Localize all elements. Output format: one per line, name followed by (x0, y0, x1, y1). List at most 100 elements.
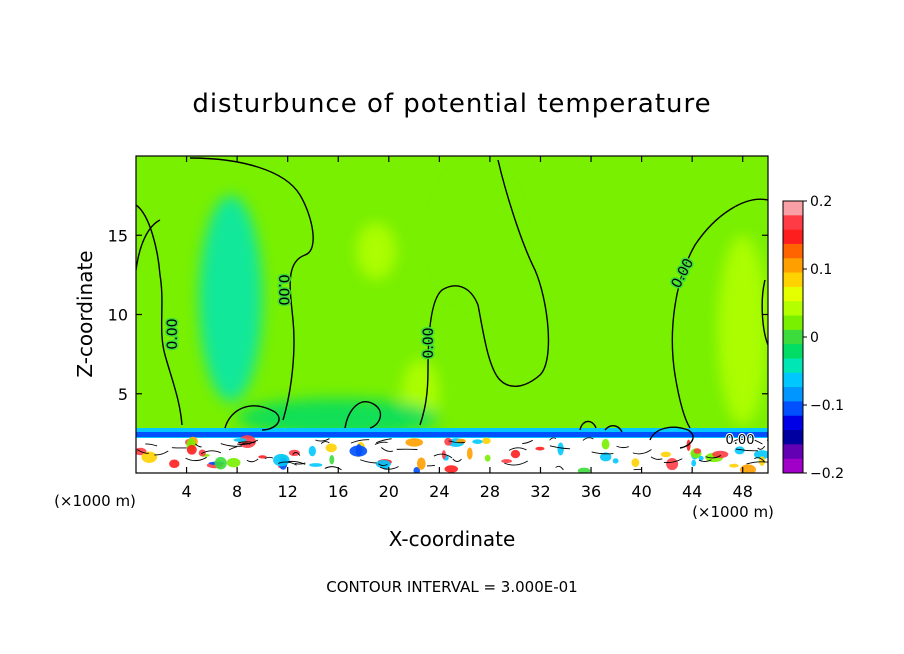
turbulence-patch (405, 438, 424, 447)
x-tick-label: 8 (232, 482, 242, 501)
contours (136, 157, 768, 449)
colorbar-swatch (783, 258, 803, 274)
colorbar-swatch (783, 215, 803, 231)
x-tick-label: 40 (631, 482, 651, 501)
turbulence-contour (378, 463, 388, 467)
contour-line (419, 159, 550, 426)
turbulence-contour (292, 452, 301, 456)
turbulence-patch (416, 457, 426, 470)
turbulence-contour (360, 459, 377, 464)
turbulence-patch (484, 454, 491, 462)
y-tick-label: 15 (108, 226, 128, 245)
colorbar-tick-label: 0.1 (810, 262, 832, 278)
turbulence-contour (522, 439, 533, 445)
boundary-layer (136, 428, 768, 473)
colorbar-swatch (783, 458, 803, 474)
turbulence-patch (349, 445, 368, 457)
turbulence-contour (705, 455, 722, 459)
turbulence-contour (591, 451, 614, 455)
colorbar-swatch (783, 201, 803, 216)
turbulence-patch (141, 451, 158, 463)
turbulence-contour (324, 466, 342, 471)
turbulence-patch (413, 466, 421, 473)
turbulence-contour (294, 462, 306, 465)
turbulence-contour (185, 456, 207, 462)
turbulence-contour (201, 450, 222, 455)
colorbar-swatch (783, 243, 803, 259)
colorbar-swatch (783, 286, 803, 302)
turbulence-contour (508, 447, 527, 451)
turbulence-contour (663, 458, 683, 464)
turbulence-patch (482, 437, 491, 445)
colorbar-swatch (783, 401, 803, 417)
turbulence-patch (169, 459, 180, 468)
turbulence-patch (631, 458, 640, 468)
x-tick-label: 24 (429, 482, 449, 501)
colorbar-swatch (783, 430, 803, 445)
turbulence-patch (666, 457, 679, 471)
turbulence-patch (226, 457, 241, 468)
turbulence-contour (698, 459, 712, 462)
turbulence-contour (376, 438, 392, 444)
x-tick-label: 16 (328, 482, 348, 501)
turbulence-patch (382, 463, 390, 470)
colorbar-swatch (783, 272, 803, 288)
x-tick-label: 32 (530, 482, 550, 501)
turbulence-patch (734, 446, 745, 455)
field-anomaly (199, 195, 263, 402)
turbulence-patch (308, 445, 316, 457)
contour-label: 0.00 (165, 318, 181, 349)
colorbar-swatch (783, 372, 803, 388)
field-anomaly (717, 235, 768, 426)
x-tick-label: 48 (733, 482, 753, 501)
turbulence-patch (577, 467, 591, 473)
turbulence-contour (264, 456, 274, 460)
x-unit-left: (×1000 m) (54, 492, 136, 510)
turbulence-patch (601, 438, 610, 450)
turbulence-contour (754, 457, 766, 463)
turbulence-contour (448, 440, 465, 444)
contour-label: 0.00 (726, 433, 755, 448)
y-axis-label: Z-coordinate (73, 250, 97, 377)
turbulence-patch (691, 459, 697, 467)
turbulence-patch (258, 455, 267, 459)
turbulence-contour (374, 441, 388, 445)
turbulence-contour (277, 461, 297, 466)
colorbar-swatch (783, 444, 803, 460)
colorbar-swatch (783, 358, 803, 374)
y-tick-label: 10 (108, 306, 128, 325)
turbulence-patch (214, 456, 227, 470)
turbulence-contour (154, 450, 169, 456)
turbulence-contour (735, 448, 758, 452)
field-anomaly (237, 398, 440, 437)
contour-label: 0.00 (275, 274, 291, 305)
contour-line (671, 198, 768, 429)
turbulence-contour (320, 441, 330, 445)
turbulence-contour (746, 461, 768, 465)
x-tick-label: 36 (581, 482, 601, 501)
x-tick-label: 4 (181, 482, 191, 501)
turbulence-patch (698, 455, 704, 461)
colorbar-swatch (783, 329, 803, 345)
turbulence-contour (632, 449, 652, 455)
turbulence-patch (612, 458, 619, 464)
colorbar-swatch (783, 301, 803, 317)
colorbar-tick-label: 0.2 (810, 194, 832, 210)
turbulence-contour (287, 460, 306, 465)
x-axis: 4 8 12 16 20 24 28 32 36 40 44 48 (181, 156, 753, 501)
turbulence-patch (444, 465, 459, 473)
turbulence-contour (237, 439, 259, 445)
turbulence-contour (582, 437, 594, 441)
turbulence-contour (195, 443, 202, 448)
turbulence-patch (660, 451, 671, 458)
turbulence-patch (325, 443, 337, 453)
plot-area: 0.00 0.00 0.00 0.00 0.00 (136, 156, 768, 473)
turbulence-patch (444, 437, 453, 446)
field-anomaly (355, 222, 397, 280)
contour-interval-note: CONTOUR INTERVAL = 3.000E-01 (326, 578, 577, 596)
colorbar: 0.2 0.1 0 −0.1 −0.2 (782, 194, 844, 482)
turbulence-contour (616, 445, 629, 449)
contour-line (344, 401, 382, 429)
boundary-layer-blue-band (136, 432, 768, 437)
